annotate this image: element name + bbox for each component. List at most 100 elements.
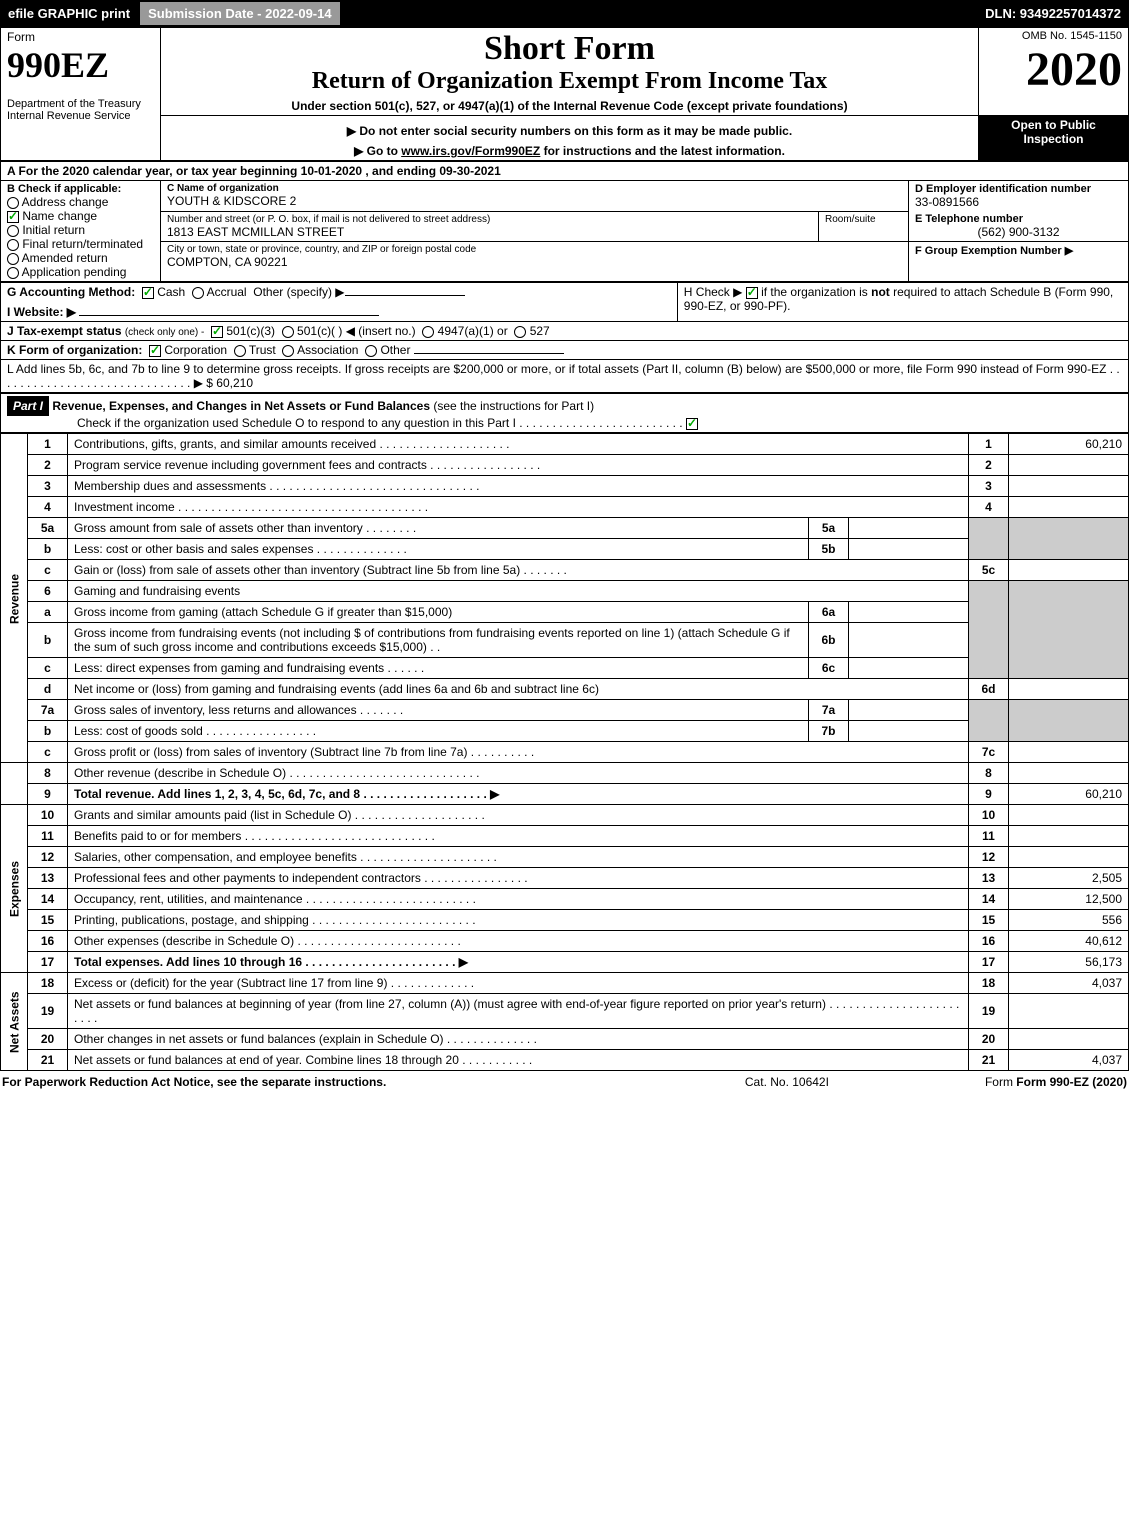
chk-initial-return[interactable]: Initial return [7,223,154,237]
l7a-sub: 7a [809,700,849,721]
section-g-lbl: G Accounting Method: [7,285,135,299]
l6-text: Gaming and fundraising events [68,581,969,602]
l6b-subval [849,623,969,658]
l12-text: Salaries, other compensation, and employ… [68,847,969,868]
l20-col: 20 [969,1029,1009,1050]
l18-col: 18 [969,973,1009,994]
l6a-sub: 6a [809,602,849,623]
l2-col: 2 [969,455,1009,476]
l13-text: Professional fees and other payments to … [68,868,969,889]
lbl-other-org: Other [380,343,410,357]
l21-num: 21 [28,1050,68,1071]
top-bar: efile GRAPHIC print Submission Date - 20… [0,0,1129,27]
org-name: YOUTH & KIDSCORE 2 [167,194,902,208]
l12-num: 12 [28,847,68,868]
chk-cash[interactable] [142,287,154,299]
l12-col: 12 [969,847,1009,868]
grayv7 [1009,700,1129,742]
l6d-val [1009,679,1129,700]
section-a-line: A For the 2020 calendar year, or tax yea… [1,162,1129,181]
l14-val: 12,500 [1009,889,1129,910]
l5b-text: Less: cost or other basis and sales expe… [68,539,809,560]
l6d-num: d [28,679,68,700]
chk-501c[interactable] [282,326,294,338]
l3-val [1009,476,1129,497]
l7c-col: 7c [969,742,1009,763]
l18-num: 18 [28,973,68,994]
l6b-num: b [28,623,68,658]
chk-final-return[interactable]: Final return/terminated [7,237,154,251]
efile-label: efile GRAPHIC print [0,2,138,25]
short-form-title: Short Form [167,30,972,68]
l6c-subval [849,658,969,679]
chk-501c3[interactable] [211,326,223,338]
note2-post: for instructions and the latest informat… [540,144,785,158]
chk-schedule-b[interactable] [746,287,758,299]
l10-num: 10 [28,805,68,826]
l16-text: Other expenses (describe in Schedule O) … [68,931,969,952]
chk-4947[interactable] [422,326,434,338]
l7a-text: Gross sales of inventory, less returns a… [68,700,809,721]
l7b-text: Less: cost of goods sold . . . . . . . .… [68,721,809,742]
chk-other-org[interactable] [365,345,377,357]
ein-value: 33-0891566 [915,195,1122,209]
addr-lbl: Number and street (or P. O. box, if mail… [167,214,812,225]
lbl-cash: Cash [157,285,185,299]
section-f-lbl: F Group Exemption Number ▶ [915,244,1122,257]
l15-col: 15 [969,910,1009,931]
info-table: A For the 2020 calendar year, or tax yea… [0,161,1129,282]
l17-col: 17 [969,952,1009,973]
note-ssn: ▶ Do not enter social security numbers o… [167,124,972,138]
chk-address-change[interactable]: Address change [7,195,154,209]
chk-name-change[interactable]: Name change [7,209,154,223]
lbl-address-change: Address change [22,195,109,209]
l8-col: 8 [969,763,1009,784]
gray5 [969,518,1009,560]
l6a-num: a [28,602,68,623]
l3-col: 3 [969,476,1009,497]
l12-val [1009,847,1129,868]
chk-assoc[interactable] [282,345,294,357]
l17-text-b: Total expenses. Add lines 10 through 16 … [74,955,468,969]
chk-amended[interactable]: Amended return [7,251,154,265]
l14-col: 14 [969,889,1009,910]
lbl-initial-return: Initial return [22,223,85,237]
lbl-app-pending: Application pending [22,265,127,279]
chk-schedule-o[interactable] [686,418,698,430]
l20-text: Other changes in net assets or fund bala… [68,1029,969,1050]
dln-label: DLN: 93492257014372 [977,2,1129,25]
footer-right: Form Form 990-EZ (2020) [866,1075,1127,1089]
lbl-4947: 4947(a)(1) or [438,324,508,338]
chk-app-pending[interactable]: Application pending [7,265,154,279]
lbl-527: 527 [530,324,550,338]
chk-trust[interactable] [234,345,246,357]
lbl-trust: Trust [249,343,276,357]
section-l-val: 60,210 [216,376,253,390]
l6c-sub: 6c [809,658,849,679]
main-title: Return of Organization Exempt From Incom… [167,68,972,95]
chk-corp[interactable] [149,345,161,357]
dept-label: Department of the Treasury Internal Reve… [7,98,154,122]
irs-link[interactable]: www.irs.gov/Form990EZ [401,144,540,158]
chk-accrual[interactable] [192,287,204,299]
submission-date-button[interactable]: Submission Date - 2022-09-14 [138,0,342,27]
footer-mid: Cat. No. 10642I [710,1075,864,1089]
grayv6 [1009,581,1129,679]
lbl-amended: Amended return [22,251,108,265]
l6a-text: Gross income from gaming (attach Schedul… [68,602,809,623]
l9-text: Total revenue. Add lines 1, 2, 3, 4, 5c,… [68,784,969,805]
l15-val: 556 [1009,910,1129,931]
city-state-zip: COMPTON, CA 90221 [167,255,902,269]
l7a-subval [849,700,969,721]
tax-year: 2020 [985,42,1122,97]
section-j-note: (check only one) - [125,327,204,338]
footer-left: For Paperwork Reduction Act Notice, see … [2,1075,708,1089]
room-lbl: Room/suite [825,214,902,225]
gray6 [969,581,1009,679]
l21-col: 21 [969,1050,1009,1071]
l9-col: 9 [969,784,1009,805]
l5b-subval [849,539,969,560]
l7a-num: 7a [28,700,68,721]
chk-527[interactable] [514,326,526,338]
l20-num: 20 [28,1029,68,1050]
